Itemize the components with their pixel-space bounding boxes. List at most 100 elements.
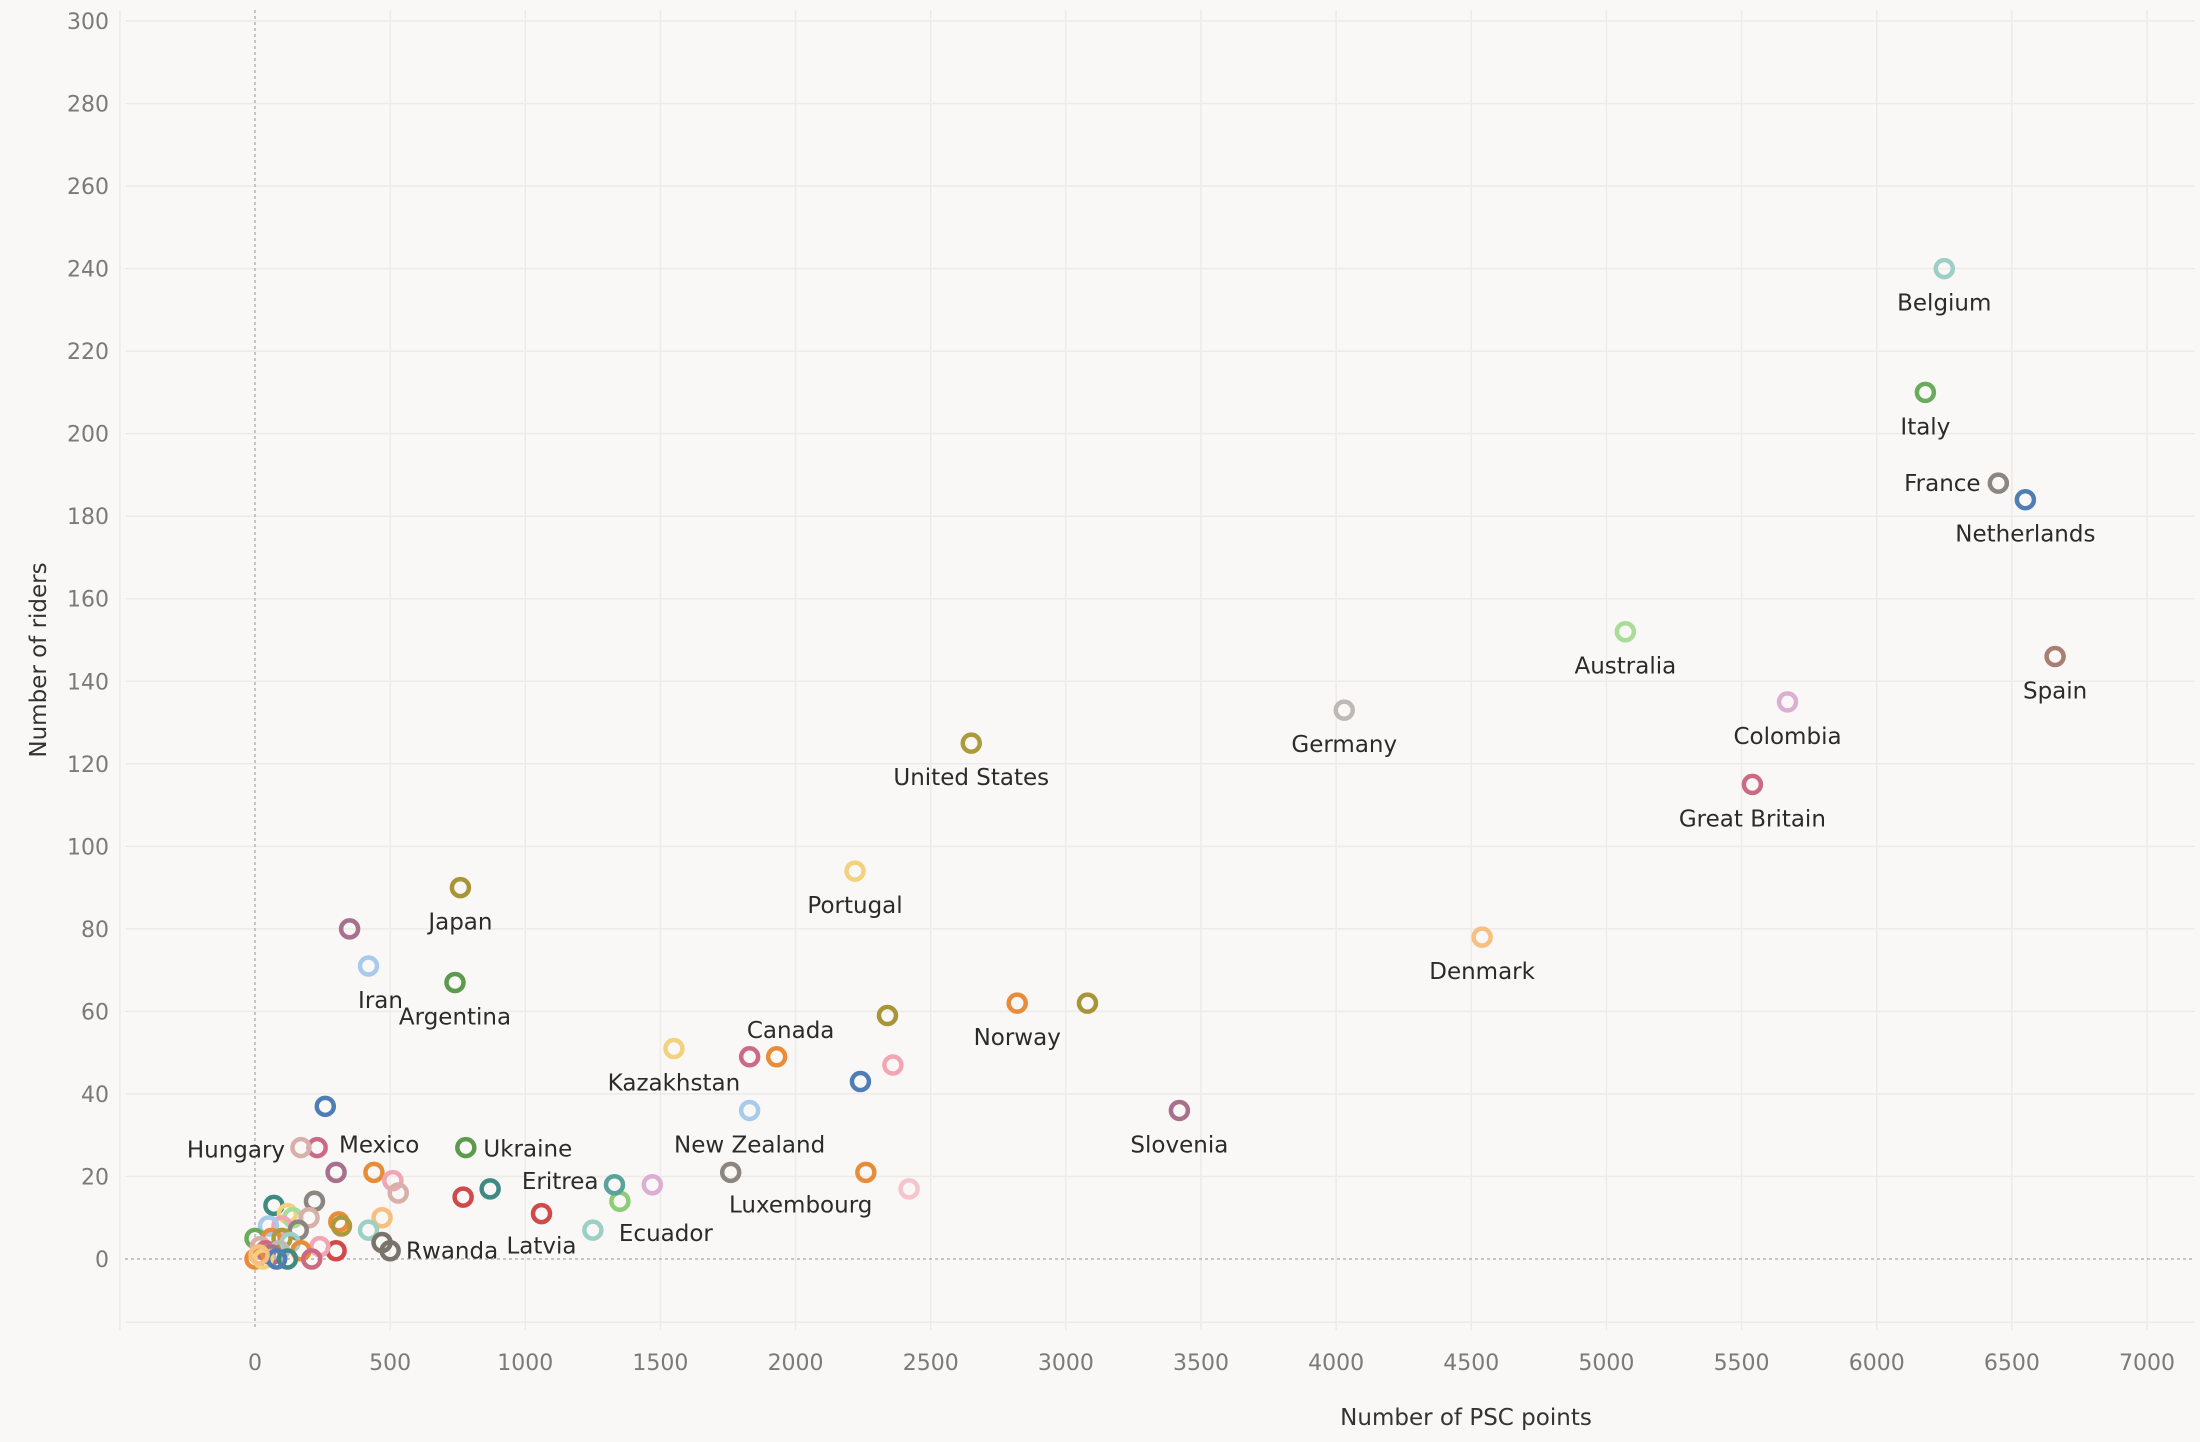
point-belgium [1933, 257, 1956, 280]
point-unlabeled [849, 1070, 872, 1093]
point-unlabeled [371, 1231, 393, 1254]
point-label: Eritrea [522, 1169, 599, 1195]
point-unlabeled [452, 1186, 474, 1208]
point-label: Spain [2023, 679, 2087, 705]
point-unlabeled [252, 1248, 274, 1270]
point-norway [1006, 992, 1028, 1014]
point-eritrea [479, 1178, 501, 1200]
point-australia [1614, 620, 1637, 643]
point-colombia [1776, 691, 1799, 713]
point-portugal [844, 860, 866, 882]
point-kazakhstan [663, 1037, 685, 1060]
point-united-states [960, 732, 983, 754]
point-unlabeled [301, 1248, 323, 1270]
x-tick-label: 6500 [1984, 1351, 2040, 1376]
x-tick-label: 5500 [1714, 1351, 1770, 1376]
point-unlabeled [738, 1046, 761, 1068]
point-unlabeled [314, 1095, 337, 1118]
y-tick-label: 260 [67, 175, 109, 200]
point-unlabeled [357, 1219, 380, 1241]
point-unlabeled [298, 1206, 320, 1229]
point-unlabeled [244, 1248, 266, 1270]
point-unlabeled [325, 1161, 347, 1184]
point-label: Mexico [339, 1133, 419, 1159]
point-unlabeled [582, 1219, 604, 1241]
y-tick-label: 180 [67, 505, 109, 530]
point-label: Netherlands [1955, 522, 2095, 548]
y-tick-label: 0 [95, 1248, 109, 1273]
point-unlabeled [363, 1161, 385, 1184]
point-label: Slovenia [1130, 1132, 1228, 1158]
zero-lines [125, 10, 2195, 1330]
data-points [244, 257, 2066, 1270]
x-tick-label: 4000 [1308, 1351, 1364, 1376]
point-label: Canada [747, 1018, 835, 1044]
point-japan [449, 876, 472, 899]
point-label: Ukraine [483, 1137, 572, 1163]
y-tick-label: 100 [67, 835, 109, 860]
y-tick-label: 120 [67, 753, 109, 778]
x-tick-label: 3000 [1038, 1351, 1094, 1376]
point-unlabeled [248, 1244, 270, 1266]
point-label: France [1904, 471, 1980, 497]
point-label: Norway [974, 1025, 1061, 1051]
point-great-britain [1741, 773, 1764, 796]
point-spain [2044, 645, 2066, 668]
point-label: Kazakhstan [608, 1071, 741, 1097]
point-label: United States [893, 765, 1049, 791]
point-label: Australia [1574, 654, 1676, 680]
point-label: Portugal [807, 893, 902, 919]
point-germany [1333, 699, 1356, 721]
y-tick-label: 240 [67, 258, 109, 283]
point-unlabeled [257, 1215, 280, 1237]
point-hungary [290, 1136, 312, 1159]
y-axis-title: Number of riders [26, 562, 52, 757]
x-tick-label: 7000 [2119, 1351, 2175, 1376]
point-unlabeled [338, 918, 361, 940]
point-label: Luxembourg [729, 1192, 872, 1218]
point-label: Denmark [1429, 959, 1535, 985]
point-canada [765, 1046, 788, 1068]
point-label: Colombia [1733, 724, 1841, 750]
y-tick-label: 40 [81, 1083, 109, 1108]
point-label: Iran [358, 988, 403, 1014]
point-label: Belgium [1897, 291, 1991, 317]
y-tick-label: 140 [67, 670, 109, 695]
point-labels: Belgium Italy France Netherlands Australia Sp… [187, 291, 2096, 1265]
point-argentina [444, 971, 466, 994]
point-label: Great Britain [1679, 806, 1826, 832]
point-unlabeled [898, 1178, 920, 1200]
point-label: Argentina [399, 1005, 511, 1031]
point-slovenia [1168, 1099, 1191, 1122]
point-netherlands [2014, 488, 2037, 511]
point-label: Latvia [506, 1234, 576, 1260]
x-tick-label: 1000 [497, 1351, 553, 1376]
gridlines [119, 10, 2195, 1330]
point-label: Japan [426, 910, 492, 936]
point-unlabeled [387, 1182, 410, 1204]
point-denmark [1471, 926, 1493, 948]
y-tick-label: 60 [81, 1000, 109, 1025]
x-tick-label: 6000 [1849, 1351, 1905, 1376]
point-latvia [530, 1202, 553, 1225]
point-ukraine [455, 1136, 477, 1159]
point-label: Germany [1291, 732, 1397, 758]
point-iran [357, 955, 380, 977]
y-axis-ticks: 0 20 40 60 80 100 120 140 160 180 200 220 240 260 280 3… [67, 10, 109, 1273]
x-tick-label: 2000 [768, 1351, 824, 1376]
point-unlabeled [330, 1215, 353, 1237]
point-new-zealand [738, 1099, 761, 1122]
x-axis-title: Number of PSC points [1340, 1405, 1592, 1431]
point-luxembourg [719, 1161, 742, 1184]
y-tick-label: 300 [67, 10, 109, 35]
point-unlabeled [1076, 992, 1099, 1014]
point-label: Ecuador [619, 1221, 714, 1247]
point-unlabeled [882, 1054, 904, 1076]
x-tick-label: 0 [248, 1351, 262, 1376]
y-tick-label: 280 [67, 93, 109, 118]
point-label: Hungary [187, 1138, 285, 1164]
x-tick-label: 3500 [1173, 1351, 1229, 1376]
point-label: Rwanda [406, 1239, 498, 1265]
